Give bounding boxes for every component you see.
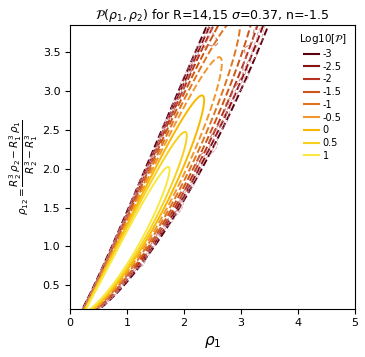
Y-axis label: $\rho_{12}=\dfrac{R_2^3\,\rho_2 - R_1^3\,\rho_1}{R_2^3 - R_1^3}$: $\rho_{12}=\dfrac{R_2^3\,\rho_2 - R_1^3\…: [7, 119, 40, 215]
X-axis label: $\rho_1$: $\rho_1$: [204, 334, 221, 350]
Title: $\mathcal{P}(\rho_1,\rho_2)$ for R=14,15 $\sigma$=0.37, n=-1.5: $\mathcal{P}(\rho_1,\rho_2)$ for R=14,15…: [95, 7, 329, 24]
Legend: -3, -2.5, -2, -1.5, -1, -0.5, 0, 0.5, 1: -3, -2.5, -2, -1.5, -1, -0.5, 0, 0.5, 1: [296, 29, 350, 164]
